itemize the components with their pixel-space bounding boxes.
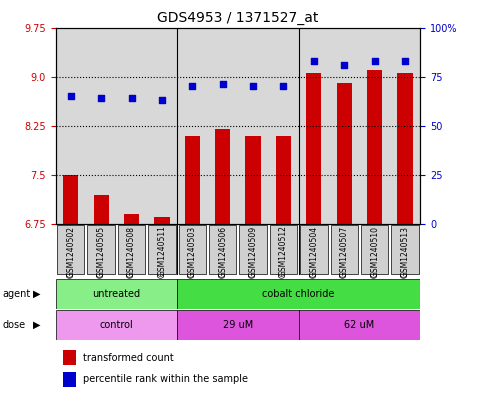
Bar <box>185 136 200 224</box>
Title: GDS4953 / 1371527_at: GDS4953 / 1371527_at <box>157 11 319 25</box>
Bar <box>359 28 390 224</box>
FancyBboxPatch shape <box>209 225 236 274</box>
Bar <box>63 175 78 224</box>
Bar <box>238 28 268 224</box>
FancyBboxPatch shape <box>300 225 327 274</box>
FancyBboxPatch shape <box>87 225 115 274</box>
Text: ▶: ▶ <box>32 289 40 299</box>
Bar <box>86 28 116 224</box>
Text: GSM1240512: GSM1240512 <box>279 226 288 276</box>
FancyBboxPatch shape <box>148 225 176 274</box>
Bar <box>268 28 298 224</box>
Text: cobalt chloride: cobalt chloride <box>262 289 335 299</box>
Text: GSM1240511: GSM1240511 <box>157 226 167 276</box>
Point <box>219 81 227 88</box>
Bar <box>63 350 76 365</box>
FancyBboxPatch shape <box>56 279 177 309</box>
FancyBboxPatch shape <box>240 225 267 274</box>
Text: GSM1240510: GSM1240510 <box>370 226 379 277</box>
FancyBboxPatch shape <box>298 310 420 340</box>
Point <box>128 95 135 101</box>
Bar <box>337 83 352 224</box>
Text: 62 uM: 62 uM <box>344 320 374 330</box>
FancyBboxPatch shape <box>179 225 206 274</box>
Text: percentile rank within the sample: percentile rank within the sample <box>83 375 248 384</box>
FancyBboxPatch shape <box>361 225 388 274</box>
FancyBboxPatch shape <box>270 225 297 274</box>
Text: GSM1240513: GSM1240513 <box>400 226 410 277</box>
Bar <box>177 28 208 224</box>
Bar <box>398 73 412 224</box>
Bar <box>329 28 359 224</box>
FancyBboxPatch shape <box>177 279 420 309</box>
Point <box>249 83 257 90</box>
FancyBboxPatch shape <box>177 310 298 340</box>
Text: GSM1240502: GSM1240502 <box>66 226 75 277</box>
Point <box>67 93 74 99</box>
Text: GSM1240506: GSM1240506 <box>218 226 227 277</box>
Bar <box>208 28 238 224</box>
FancyBboxPatch shape <box>56 310 177 340</box>
Point <box>158 97 166 103</box>
Bar <box>306 73 322 224</box>
Bar <box>276 136 291 224</box>
Point <box>401 58 409 64</box>
Text: 29 uM: 29 uM <box>223 320 253 330</box>
Bar <box>124 214 139 224</box>
Bar <box>245 136 261 224</box>
Point <box>371 58 379 64</box>
FancyBboxPatch shape <box>391 225 419 274</box>
Text: dose: dose <box>2 320 26 330</box>
Text: GSM1240508: GSM1240508 <box>127 226 136 277</box>
Point <box>341 62 348 68</box>
Text: transformed count: transformed count <box>83 353 174 363</box>
Bar <box>390 28 420 224</box>
Bar <box>367 70 382 224</box>
Text: agent: agent <box>2 289 30 299</box>
Bar <box>215 129 230 224</box>
Point <box>310 58 318 64</box>
Text: control: control <box>99 320 133 330</box>
FancyBboxPatch shape <box>57 225 85 274</box>
Text: GSM1240507: GSM1240507 <box>340 226 349 277</box>
Text: GSM1240505: GSM1240505 <box>97 226 106 277</box>
Point <box>97 95 105 101</box>
Bar <box>298 28 329 224</box>
Text: GSM1240504: GSM1240504 <box>309 226 318 277</box>
FancyBboxPatch shape <box>330 225 358 274</box>
Text: GSM1240503: GSM1240503 <box>188 226 197 277</box>
Point <box>280 83 287 90</box>
Bar <box>63 372 76 387</box>
FancyBboxPatch shape <box>118 225 145 274</box>
Bar <box>56 28 86 224</box>
Text: GSM1240509: GSM1240509 <box>249 226 257 277</box>
Bar <box>147 28 177 224</box>
Text: untreated: untreated <box>92 289 141 299</box>
Bar <box>116 28 147 224</box>
Point <box>188 83 196 90</box>
Bar <box>94 195 109 224</box>
Text: ▶: ▶ <box>32 320 40 330</box>
Bar <box>154 217 170 224</box>
